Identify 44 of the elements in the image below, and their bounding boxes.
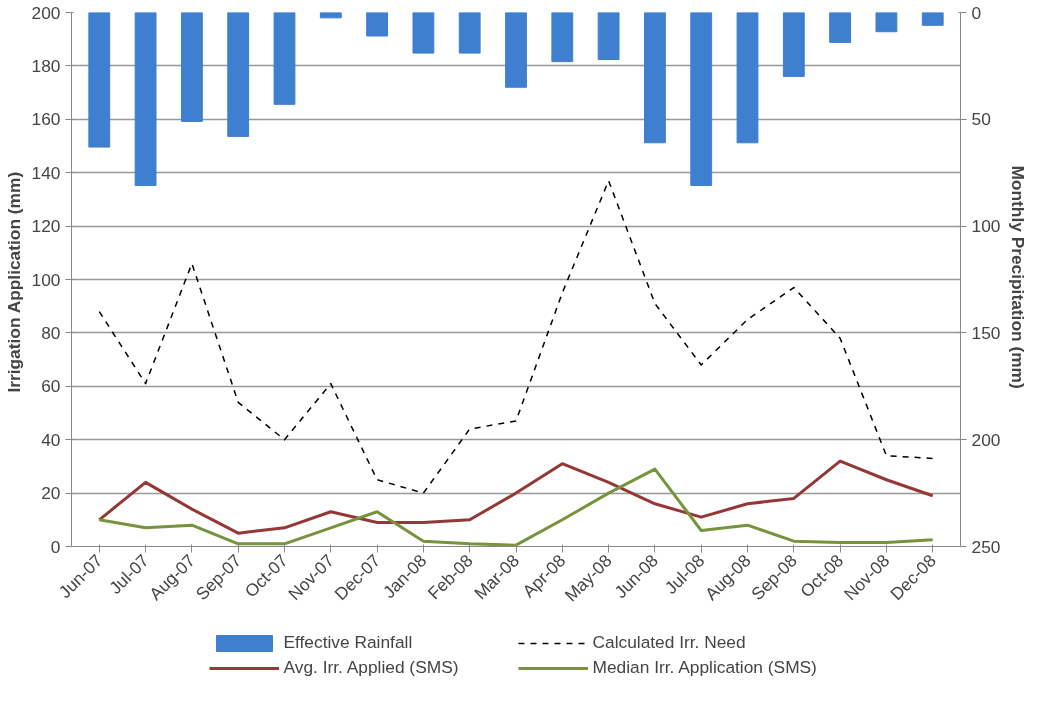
bar — [829, 12, 852, 43]
y2-tick-label: 50 — [971, 109, 991, 130]
y2-tick-label: 250 — [971, 536, 1001, 557]
line-series — [97, 467, 935, 547]
bar — [273, 12, 296, 105]
bar — [227, 12, 250, 137]
legend-label: Avg. Irr. Applied (SMS) — [283, 657, 460, 678]
y-tick-label: 200 — [31, 2, 61, 23]
line-series — [97, 459, 935, 535]
legend-label: Calculated Irr. Need — [592, 632, 747, 653]
bar — [458, 12, 481, 54]
y-tick-label: 140 — [31, 162, 61, 183]
bar — [736, 12, 759, 144]
bar — [412, 12, 435, 54]
y-tick-label: 100 — [31, 269, 61, 290]
bar — [690, 12, 713, 187]
bar — [366, 12, 389, 37]
bar — [505, 12, 527, 88]
bar — [180, 12, 203, 122]
legend-label: Median Irr. Application (SMS) — [592, 657, 818, 678]
y-tick-label: 160 — [31, 109, 61, 130]
y2-tick-label: 100 — [971, 216, 1001, 237]
bar — [782, 12, 805, 78]
bar — [134, 12, 157, 187]
bar — [875, 12, 898, 33]
y-tick-label: 0 — [50, 536, 61, 557]
y-tick-label: 180 — [31, 55, 61, 76]
legend-label: Effective Rainfall — [283, 632, 414, 653]
y2-tick-label: 150 — [971, 322, 1001, 343]
bar — [88, 12, 111, 148]
y-tick-label: 20 — [41, 483, 61, 504]
y-axis-title: Irrigation Application (mm) — [3, 171, 24, 393]
y2-tick-label: 0 — [971, 2, 982, 23]
y2-axis-title: Monthly Precipitation (mm) — [1008, 165, 1029, 389]
line-series — [98, 179, 934, 494]
bar — [643, 12, 666, 144]
y-tick-label: 80 — [41, 322, 61, 343]
bar — [921, 12, 944, 26]
bar — [597, 12, 620, 60]
y-tick-label: 60 — [41, 376, 61, 397]
y-tick-label: 120 — [31, 216, 61, 237]
y2-tick-label: 200 — [971, 429, 1001, 450]
y-tick-label: 40 — [41, 429, 61, 450]
bar — [551, 12, 574, 63]
